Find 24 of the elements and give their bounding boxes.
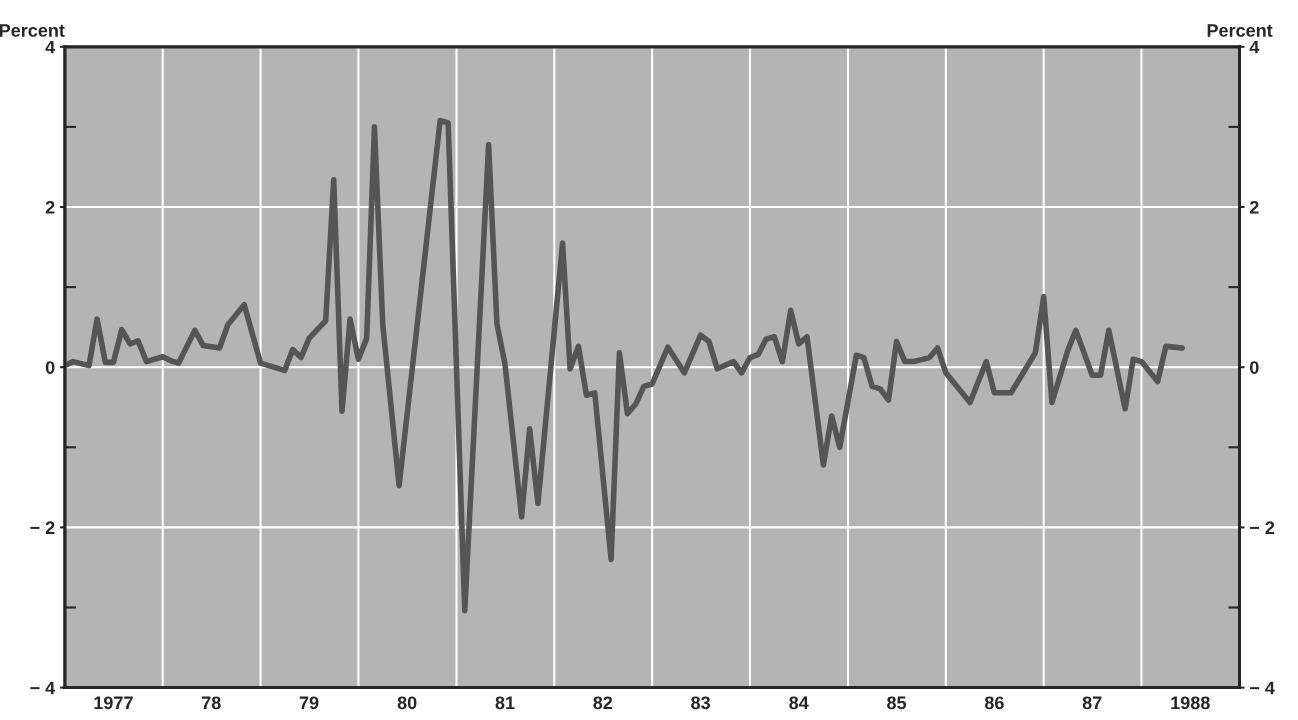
x-tick-label: 82 — [593, 696, 613, 710]
x-tick-label: 80 — [397, 696, 417, 710]
y-tick-label: − 2 — [30, 521, 55, 534]
x-tick-label: 79 — [299, 696, 319, 710]
x-tick-label: 1977 — [94, 696, 133, 710]
y2-tick-label: − 2 — [1250, 521, 1275, 534]
y2-tick-label: 2 — [1249, 200, 1259, 214]
y2-tick-label: 0 — [1250, 361, 1259, 374]
y-tick-label: 2 — [45, 200, 55, 214]
y2-tick-label: 4 — [1249, 40, 1260, 54]
x-tick-label: 85 — [887, 696, 907, 710]
x-tick-label: 81 — [495, 696, 515, 710]
x-tick-label: 1988 — [1171, 696, 1210, 710]
x-tick-label: 83 — [691, 696, 711, 710]
x-tick-label: 78 — [201, 696, 221, 710]
x-tick-label: 86 — [984, 696, 1004, 710]
x-tick-label: 87 — [1082, 696, 1102, 710]
y2-axis-title: Percent — [1207, 24, 1273, 37]
x-tick-label: 84 — [789, 696, 809, 710]
y2-tick-label: − 4 — [1250, 681, 1275, 695]
y-tick-label: 4 — [45, 40, 56, 54]
y-tick-label: − 4 — [30, 681, 56, 695]
y-tick-label: 0 — [45, 361, 55, 374]
y-axis-title: Percent — [0, 24, 65, 37]
